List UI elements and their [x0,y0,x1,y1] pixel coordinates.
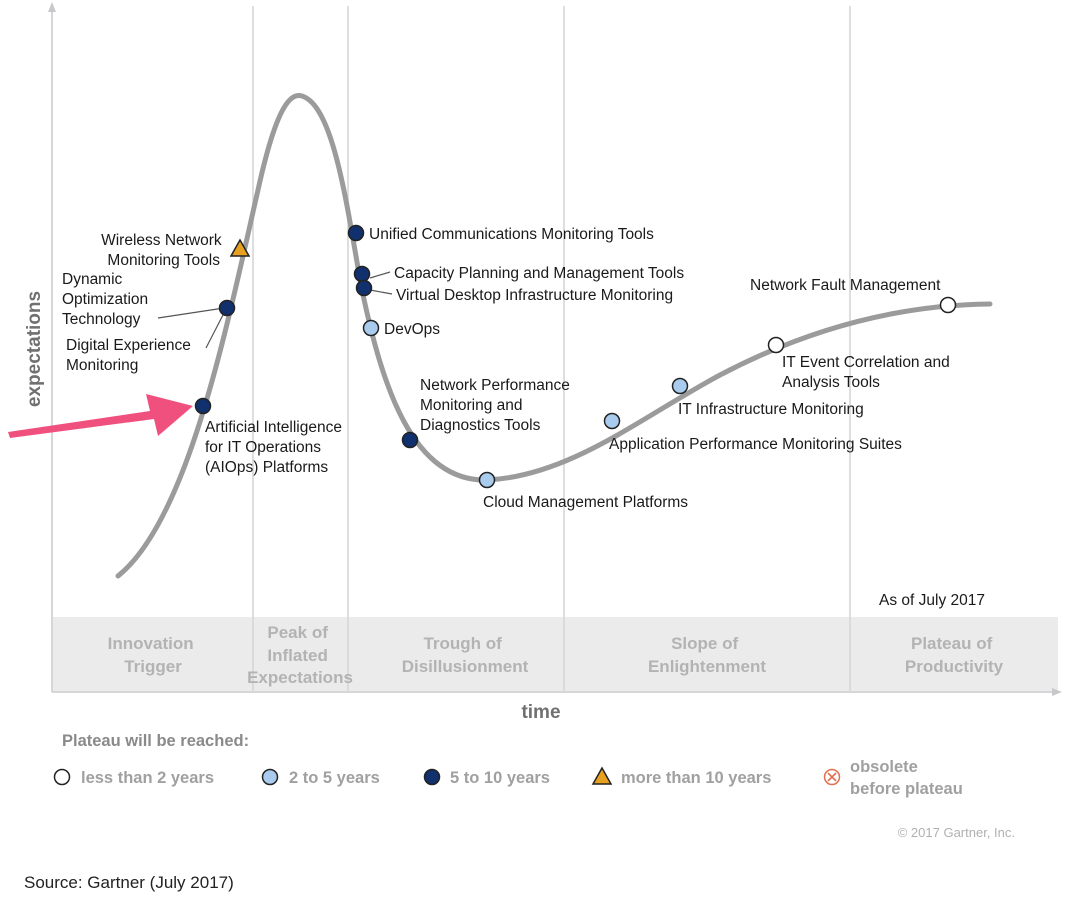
legend-label-obsolete: obsolete before plateau [850,758,963,798]
tech-label-devops: DevOps [384,321,440,338]
marker-vdi-monitoring [355,279,373,297]
tech-label-digital-experience: Digital Experience Monitoring [66,337,195,374]
tech-label-network-fault: Network Fault Management [750,277,941,294]
tech-label-unified-communications: Unified Communications Monitoring Tools [369,226,654,243]
marker-it-infrastructure [671,377,689,395]
copyright-notice: © 2017 Gartner, Inc. [898,825,1015,840]
legend: Plateau will be reached: less than 2 yea… [53,732,963,798]
x-axis-label: time [521,702,560,723]
legend-markers [53,766,841,786]
marker-digital-experience [218,299,236,317]
y-axis-label: expectations [24,291,45,407]
marker-cloud-management [478,471,496,489]
leader-capacity [369,271,391,279]
legend-marker-gt10 [591,766,613,785]
tech-label-it-infrastructure: IT Infrastructure Monitoring [678,401,864,418]
hype-curve [115,92,993,579]
phase-innovation-trigger: Innovation Trigger [108,634,199,676]
tech-label-vdi-monitoring: Virtual Desktop Infrastructure Monitorin… [396,287,673,304]
leader-digital [205,312,225,349]
tech-labels: Artificial Intelligence for IT Operation… [62,226,954,511]
tech-label-it-event-correlation: IT Event Correlation and Analysis Tools [782,354,954,391]
source-caption: Source: Gartner (July 2017) [24,873,234,892]
marker-aiops [194,397,212,415]
phase-slope-of-enlightenment: Slope of Enlightenment [648,634,766,676]
phase-peak-of-inflated-expectations: Peak of Inflated Expectations [247,623,353,687]
as-of-date: As of July 2017 [879,592,985,609]
leader-dynamic [157,307,225,319]
legend-marker-5to10 [423,768,441,786]
x-axis-arrowhead [1052,688,1062,696]
legend-label-lt2: less than 2 years [81,769,214,787]
marker-apm-suites [603,412,621,430]
legend-label-gt10: more than 10 years [621,769,771,787]
legend-label-2to5: 2 to 5 years [289,769,380,787]
legend-title: Plateau will be reached: [62,732,249,750]
highlight-arrow [8,394,193,438]
phase-band [53,617,1058,691]
phase-labels: Innovation Trigger Peak of Inflated Expe… [108,623,1004,687]
tech-label-aiops: Artificial Intelligence for IT Operation… [205,419,346,476]
tech-label-network-performance: Network Performance Monitoring and Diagn… [420,377,574,434]
tech-label-cloud-management: Cloud Management Platforms [483,494,688,511]
marker-devops [362,319,380,337]
phase-trough-of-disillusionment: Trough of Disillusionment [402,634,529,676]
leader-lines [157,271,393,349]
phase-plateau-of-productivity: Plateau of Productivity [905,634,1004,676]
tech-label-dynamic-optimization: Dynamic Optimization Technology [62,271,152,328]
axes [48,2,1062,696]
leader-vdi [369,289,393,295]
tech-label-apm-suites: Application Performance Monitoring Suite… [609,436,902,453]
phase-dividers [252,6,851,691]
marker-it-event-correlation [767,336,785,354]
marker-capacity-planning [353,265,371,283]
tech-label-wireless-network: Wireless Network Monitoring Tools [101,232,226,269]
marker-layer [194,224,957,489]
marker-wireless-network [229,238,251,257]
legend-marker-obsolete-cross-1 [827,772,837,782]
legend-marker-lt2 [53,768,71,786]
tech-label-capacity-planning: Capacity Planning and Management Tools [394,265,684,282]
marker-network-performance [401,431,419,449]
marker-network-fault [939,296,957,314]
legend-marker-2to5 [261,768,279,786]
y-axis-arrowhead [48,2,56,12]
marker-unified-communications [347,224,365,242]
legend-label-5to10: 5 to 10 years [450,769,550,787]
